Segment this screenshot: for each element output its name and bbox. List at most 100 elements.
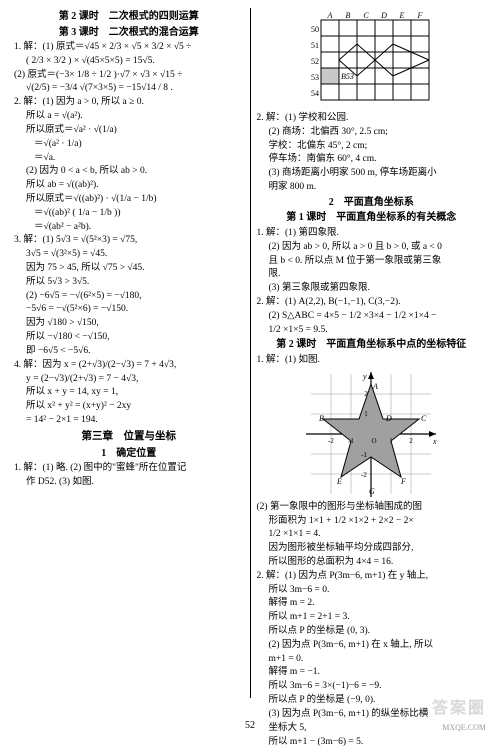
section-title: 1 确定位置	[14, 447, 244, 461]
solution-line: 所以图形的总面积为 4×4 = 16.	[257, 556, 487, 569]
solution-line: 形面积为 1×1 + 1/2 ×1×2 + 2×2 − 2×	[257, 515, 487, 528]
solution-line: m+1 = 0.	[257, 653, 487, 666]
svg-text:A: A	[327, 11, 333, 20]
svg-text:F: F	[417, 11, 423, 20]
solution-line: 所以 m+1 − (3m−6) = 5.	[257, 736, 487, 748]
solution-line: 1/2 ×1×5 = 9.5.	[257, 324, 487, 337]
solution-line: y = (2−√3)/(2+√3) = 7 − 4√3,	[14, 373, 244, 386]
svg-text:O: O	[372, 437, 377, 445]
solution-line: 解得 m = 2.	[257, 597, 487, 610]
solution-line: 所以 x + y = 14, xy = 1,	[14, 386, 244, 399]
coord-star-figure: x y A C B F E G D -2 -1 1 2 1 2 -1 -2 O	[301, 369, 441, 499]
solution-line: 1. 解：(1) 略. (2) 图中的"蜜蜂"所在位置记	[14, 462, 244, 475]
solution-line: 即 −6√5 < −5√6.	[14, 345, 244, 358]
solution-line: ( 2/3 × 3/2 ) × √(45×5×5) = 15√5.	[14, 55, 244, 68]
svg-text:E: E	[399, 11, 405, 20]
svg-text:52: 52	[311, 57, 319, 66]
solution-line: 所以 ab = √((ab)²).	[14, 179, 244, 192]
svg-text:1: 1	[365, 410, 369, 418]
solution-line: = 14² − 2×1 = 194.	[14, 414, 244, 427]
solution-line: 2. 解：(1) 因为 a > 0, 所以 a ≥ 0.	[14, 96, 244, 109]
svg-text:C: C	[421, 414, 427, 423]
solution-line: (3) 第三象限或第四象限.	[257, 282, 487, 295]
solution-line: 因为 75 > 45, 所以 √75 > √45.	[14, 262, 244, 275]
solution-line: 所以 a = √(a²).	[14, 110, 244, 123]
svg-text:50: 50	[311, 25, 319, 34]
solution-line: ＝√a.	[14, 152, 244, 165]
svg-text:D: D	[385, 414, 392, 423]
page-number: 52	[0, 719, 500, 733]
svg-text:2: 2	[410, 437, 414, 445]
solution-line: 所以 3m−6 = 0.	[257, 584, 487, 597]
solution-line: 3. 解：(1) 5√3 = √(5²×3) = √75,	[14, 234, 244, 247]
solution-line: √(2/5) = −3/4 √(7×3×5) = −15√14 / 8 .	[14, 82, 244, 95]
solution-line: 所以 5√3 > 3√5.	[14, 276, 244, 289]
solution-line: 明家 800 m.	[257, 181, 487, 194]
solution-line: 所以 −√180 < −√150,	[14, 331, 244, 344]
solution-line: ＝√(a² · 1/a)	[14, 138, 244, 151]
svg-text:C: C	[364, 11, 370, 20]
solution-line: 2. 解：(1) A(2,2), B(−1,−1), C(3,−2).	[257, 296, 487, 309]
solution-line: (2) 第一象限中的图形与坐标轴围成的图	[257, 501, 487, 514]
column-divider	[250, 8, 251, 698]
solution-line: −5√6 = −√(5²×6) = −√150.	[14, 303, 244, 316]
svg-text:1: 1	[390, 437, 394, 445]
svg-text:D: D	[380, 11, 387, 20]
solution-line: 2. 解：(1) 学校和公园.	[257, 112, 487, 125]
svg-text:53: 53	[311, 73, 319, 82]
solution-line: 因为图形被坐标轴平均分成四部分,	[257, 542, 487, 555]
svg-text:-2: -2	[328, 437, 334, 445]
solution-line: 且 b < 0. 所以点 M 位于第一象限或第三象	[257, 255, 487, 268]
solution-line: 因为 √180 > √150,	[14, 317, 244, 330]
solution-line: (2) 商场：北偏西 30°, 2.5 cm;	[257, 126, 487, 139]
watermark-url: MXQE.COM	[442, 723, 486, 734]
solution-line: (2) −6√5 = −√(6²×5) = −√180,	[14, 290, 244, 303]
solution-line: 2. 解：(1) 因为点 P(3m−6, m+1) 在 y 轴上,	[257, 570, 487, 583]
chapter-title: 第三章 位置与坐标	[14, 430, 244, 444]
solution-line: 停车场：南偏东 60°, 4 cm.	[257, 153, 487, 166]
solution-line: 解得 m = −1.	[257, 666, 487, 679]
solution-line: 所以原式＝√((ab)²) · √(1/a − 1/b)	[14, 193, 244, 206]
svg-text:51: 51	[311, 41, 319, 50]
svg-text:-1: -1	[361, 451, 367, 459]
solution-line: (2) 因为 ab > 0, 所以 a > 0 且 b > 0, 或 a < 0	[257, 241, 487, 254]
svg-text:54: 54	[311, 89, 319, 98]
solution-line: ＝√((ab)² ( 1/a − 1/b ))	[14, 207, 244, 220]
solution-line: 作 D52. (3) 如图.	[14, 476, 244, 489]
solution-line: 1. 解：(1) 原式＝√45 × 2/3 × √5 × 3/2 × √5 ÷	[14, 41, 244, 54]
svg-text:A: A	[372, 382, 378, 391]
solution-line: 4. 解：因为 x = (2+√3)/(2−√3) = 7 + 4√3,	[14, 359, 244, 372]
lesson-title: 第 1 课时 平面直角坐标系的有关概念	[257, 211, 487, 225]
solution-line: (2) 因为点 P(3m−6, m+1) 在 x 轴上, 所以	[257, 639, 487, 652]
svg-text:x: x	[432, 437, 437, 446]
solution-line: (2) 因为 0 < a < b, 所以 ab > 0.	[14, 165, 244, 178]
solution-line: 1. 解：(1) 第四象限.	[257, 227, 487, 240]
solution-line: 3√5 = √(3²×5) = √45.	[14, 248, 244, 261]
lesson-title-3: 第 3 课时 二次根式的混合运算	[14, 26, 244, 40]
solution-line: 学校：北偏东 45°, 2 cm;	[257, 140, 487, 153]
svg-text:y: y	[362, 372, 367, 381]
solution-line: ＝√(ab² − a²b).	[14, 221, 244, 234]
solution-line: (2) 原式＝(−3× 1/8 ÷ 1/2 )·√7 × √3 × √15 ÷	[14, 69, 244, 82]
grid-map-figure: ABC DEF 505152 5354 B53	[301, 10, 441, 110]
lesson-title: 第 2 课时 平面直角坐标系中点的坐标特征	[257, 338, 487, 352]
svg-text:-1: -1	[348, 437, 354, 445]
solution-line: (2) S△ABC = 4×5 − 1/2 ×3×4 − 1/2 ×1×4 −	[257, 310, 487, 323]
svg-text:G: G	[369, 487, 375, 496]
watermark-text: 答案圈	[432, 698, 486, 720]
svg-text:-2: -2	[361, 471, 367, 479]
solution-line: 限.	[257, 268, 487, 281]
solution-line: 1/2 ×1×1 = 4.	[257, 528, 487, 541]
lesson-title-2: 第 2 课时 二次根式的四则运算	[14, 10, 244, 24]
svg-text:B: B	[346, 11, 351, 20]
solution-line: 1. 解：(1) 如图.	[257, 354, 487, 367]
svg-text:F: F	[400, 477, 406, 486]
solution-line: 所以原式＝√a² · √(1/a)	[14, 124, 244, 137]
solution-line: 所以 x² + y² = (x+y)² − 2xy	[14, 400, 244, 413]
svg-text:E: E	[336, 477, 342, 486]
svg-text:2: 2	[365, 390, 369, 398]
svg-text:B: B	[319, 414, 324, 423]
solution-line: 所以点 P 的坐标是 (0, 3).	[257, 625, 487, 638]
solution-line: 所以 3m−6 = 3×(−1)−6 = −9.	[257, 680, 487, 693]
section-title: 2 平面直角坐标系	[257, 196, 487, 210]
